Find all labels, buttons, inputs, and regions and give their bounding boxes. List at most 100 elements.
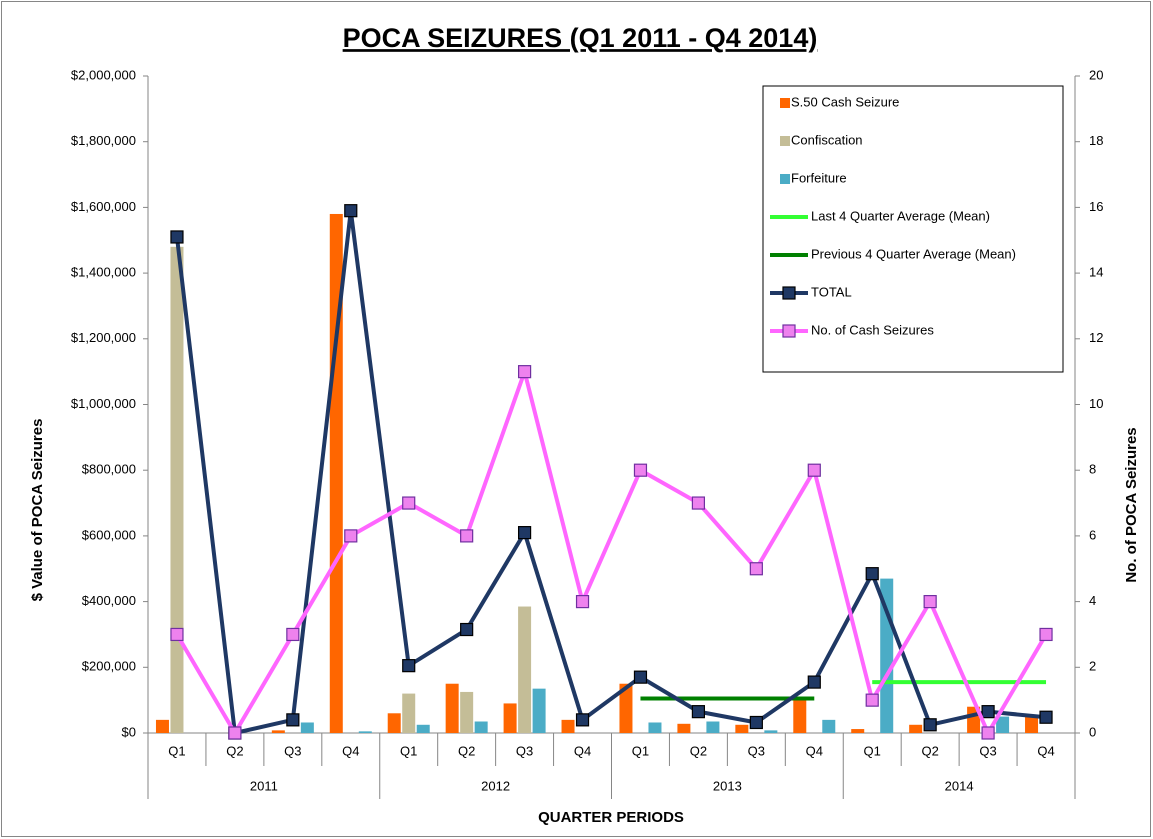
bar (402, 693, 416, 733)
marker (865, 693, 879, 707)
marker (749, 715, 763, 730)
bar (300, 722, 314, 733)
x-group-label: 2012 (481, 778, 510, 793)
bar (532, 688, 546, 733)
y2-tick-label: 8 (1089, 462, 1096, 477)
legend-marker (782, 286, 796, 300)
bar (793, 696, 807, 733)
marker (460, 529, 474, 543)
marker (575, 594, 590, 609)
y2-tick-label: 14 (1089, 265, 1103, 280)
bar (996, 716, 1010, 733)
y2-tick-label: 18 (1089, 133, 1103, 148)
x-tick-label: Q2 (458, 743, 475, 758)
marker (749, 562, 763, 576)
y-tick-label: $1,400,000 (71, 265, 136, 280)
y2-tick-label: 16 (1089, 199, 1103, 214)
marker (865, 567, 879, 581)
marker (807, 675, 821, 689)
line (175, 369, 1048, 735)
bar (155, 719, 169, 733)
x-tick-label: Q4 (1037, 743, 1054, 758)
bar (387, 713, 401, 733)
marker (691, 496, 706, 510)
bar (358, 731, 372, 733)
y-tick-label: $600,000 (82, 527, 136, 542)
y2-tick-label: 12 (1089, 330, 1103, 345)
marker (1039, 627, 1053, 642)
bar (474, 721, 488, 733)
bar (677, 723, 691, 733)
legend-marker (782, 324, 796, 338)
y-tick-label: $2,000,000 (71, 67, 136, 82)
marker (170, 230, 184, 244)
x-axis-title: QUARTER PERIODS (538, 809, 684, 826)
legend-label: Last 4 Quarter Average (Mean) (811, 208, 990, 223)
bar (619, 683, 633, 733)
x-group-label: 2014 (945, 778, 974, 793)
legend-label: Previous 4 Quarter Average (Mean) (811, 246, 1016, 261)
marker (344, 204, 358, 218)
bar (561, 719, 575, 733)
marker (807, 463, 821, 477)
x-tick-label: Q3 (748, 743, 765, 758)
y-tick-label: $1,600,000 (71, 199, 136, 214)
y-tick-label: $1,000,000 (71, 396, 136, 411)
y-tick-label: $0 (122, 724, 136, 739)
x-tick-label: Q4 (806, 743, 823, 758)
y-axis-title: $ Value of POCA Seizures (29, 419, 46, 602)
marker (575, 713, 590, 727)
y-tick-label: $800,000 (82, 462, 136, 477)
bar (764, 730, 778, 733)
y2-tick-label: 6 (1089, 527, 1096, 542)
x-tick-label: Q3 (979, 743, 996, 758)
x-tick-label: Q2 (226, 743, 243, 758)
legend-swatch (780, 98, 790, 108)
marker (923, 718, 937, 732)
marker (633, 463, 648, 477)
y-tick-label: $200,000 (82, 659, 136, 674)
y2-tick-label: 20 (1089, 67, 1103, 82)
x-tick-label: Q1 (632, 743, 649, 758)
bar (170, 246, 184, 733)
x-tick-label: Q2 (690, 743, 707, 758)
bar (851, 729, 865, 733)
legend-label: No. of Cash Seizures (811, 322, 934, 337)
x-tick-label: Q3 (516, 743, 533, 758)
marker (402, 659, 416, 673)
marker (691, 705, 706, 719)
marker (344, 529, 358, 543)
bar (648, 722, 662, 733)
bar (735, 724, 749, 733)
bar (271, 730, 285, 733)
y-tick-label: $1,200,000 (71, 330, 136, 345)
legend-box (762, 85, 1064, 373)
marker (170, 627, 184, 642)
x-tick-label: Q3 (284, 743, 301, 758)
marker (402, 496, 416, 510)
x-tick-label: Q1 (400, 743, 417, 758)
bar (416, 724, 430, 733)
marker (517, 526, 532, 540)
legend-swatch (780, 136, 790, 146)
legend-label: TOTAL (811, 284, 852, 299)
marker (286, 627, 300, 642)
x-tick-label: Q1 (864, 743, 881, 758)
marker (1039, 710, 1053, 724)
bar (909, 724, 923, 733)
bar (329, 213, 343, 734)
legend-swatch (780, 174, 790, 184)
x-tick-label: Q4 (342, 743, 359, 758)
marker (517, 365, 532, 379)
x-group-label: 2011 (250, 778, 278, 793)
y-tick-label: $400,000 (82, 593, 136, 608)
bar (822, 719, 836, 733)
marker (633, 670, 648, 684)
legend-label: Confiscation (791, 132, 863, 147)
y2-tick-label: 0 (1089, 724, 1096, 739)
bar (503, 703, 517, 733)
x-tick-label: Q4 (574, 743, 591, 758)
marker (460, 622, 474, 637)
legend-label: S.50 Cash Seizure (791, 94, 899, 109)
